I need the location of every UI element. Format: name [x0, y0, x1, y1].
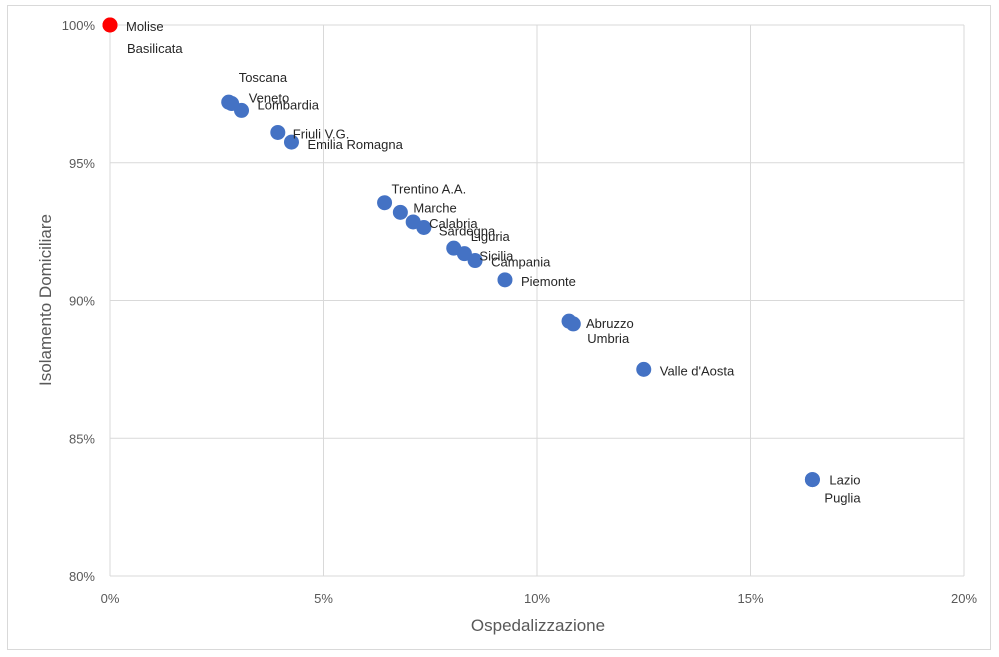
y-tick-label: 80%: [69, 569, 95, 584]
point-label: Veneto: [249, 91, 290, 106]
scatter-point: [467, 253, 483, 269]
x-tick-label: 5%: [314, 591, 333, 606]
point-label: Umbria: [587, 331, 630, 346]
y-tick-label: 95%: [69, 156, 95, 171]
scatter-point: [497, 272, 513, 288]
chart-frame: [7, 5, 991, 650]
point-label: Sicilia: [479, 249, 514, 264]
point-label: Molise: [126, 19, 164, 34]
x-tick-label: 20%: [951, 591, 977, 606]
x-axis-title: Ospedalizzazione: [471, 616, 605, 635]
point-label: Campania: [491, 255, 551, 270]
grid-lines: [109, 24, 965, 577]
point-label: Lombardia: [258, 97, 320, 112]
point-label: Toscana: [239, 70, 288, 85]
point-label: Trentino A.A.: [392, 182, 467, 197]
scatter-point: [102, 17, 118, 33]
point-label: Sardegna: [439, 223, 496, 238]
point-label: Lazio: [829, 473, 860, 488]
scatter-point: [565, 316, 581, 332]
x-tick-label: 0%: [101, 591, 120, 606]
y-tick-label: 100%: [62, 18, 96, 33]
scatter-point: [636, 361, 652, 377]
y-tick-label: 90%: [69, 294, 95, 309]
point-label: Calabria: [429, 216, 478, 231]
point-label: Friuli V.G.: [293, 126, 350, 141]
point-label: Piemonte: [521, 274, 576, 289]
scatter-point: [416, 219, 432, 235]
scatter-point: [234, 102, 250, 118]
x-tick-label: 10%: [524, 591, 550, 606]
y-axis-title: Isolamento Domiciliare: [36, 214, 55, 386]
scatter-point: [283, 134, 299, 150]
scatter-point: [804, 472, 820, 488]
scatter-point: [456, 246, 472, 262]
scatter-point: [392, 204, 408, 220]
y-tick-label: 85%: [69, 431, 95, 446]
point-label: Marche: [413, 200, 456, 215]
point-label: Valle d'Aosta: [660, 363, 735, 378]
point-label: Liguria: [471, 229, 511, 244]
point-label: Puglia: [824, 491, 861, 506]
point-label: Abruzzo: [586, 316, 634, 331]
scatter-point: [270, 124, 286, 140]
data-points: [102, 17, 820, 488]
point-label: Emilia Romagna: [307, 137, 403, 152]
tick-labels: 0% 5% 10% 15% 20% 80% 85% 90% 95% 100%: [62, 18, 978, 606]
scatter-point: [377, 195, 393, 211]
point-label: Basilicata: [127, 41, 183, 56]
x-tick-label: 15%: [737, 591, 763, 606]
